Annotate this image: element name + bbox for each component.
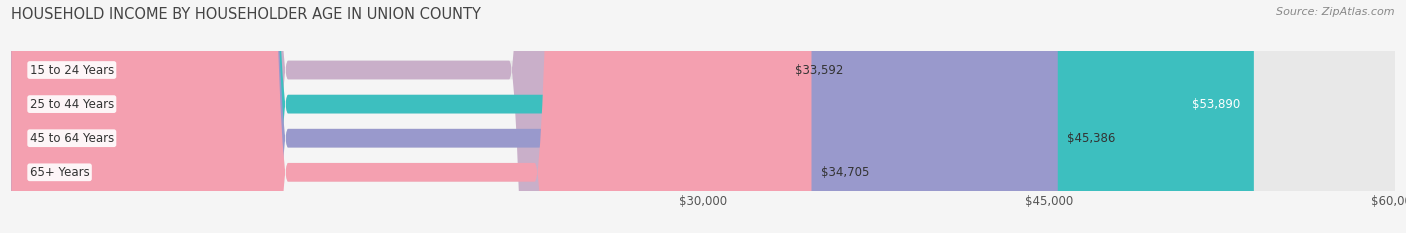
Text: $53,890: $53,890: [1192, 98, 1240, 111]
Text: $34,705: $34,705: [821, 166, 869, 179]
FancyBboxPatch shape: [11, 0, 1395, 233]
FancyBboxPatch shape: [11, 0, 786, 233]
Text: 65+ Years: 65+ Years: [30, 166, 90, 179]
FancyBboxPatch shape: [11, 0, 1395, 233]
Text: $33,592: $33,592: [794, 64, 844, 76]
Text: $45,386: $45,386: [1067, 132, 1115, 145]
Text: 45 to 64 Years: 45 to 64 Years: [30, 132, 114, 145]
FancyBboxPatch shape: [11, 0, 1395, 233]
Text: 15 to 24 Years: 15 to 24 Years: [30, 64, 114, 76]
FancyBboxPatch shape: [11, 0, 811, 233]
Text: HOUSEHOLD INCOME BY HOUSEHOLDER AGE IN UNION COUNTY: HOUSEHOLD INCOME BY HOUSEHOLDER AGE IN U…: [11, 7, 481, 22]
Text: 25 to 44 Years: 25 to 44 Years: [30, 98, 114, 111]
FancyBboxPatch shape: [11, 0, 1057, 233]
FancyBboxPatch shape: [11, 0, 1254, 233]
FancyBboxPatch shape: [11, 0, 1395, 233]
Text: Source: ZipAtlas.com: Source: ZipAtlas.com: [1277, 7, 1395, 17]
